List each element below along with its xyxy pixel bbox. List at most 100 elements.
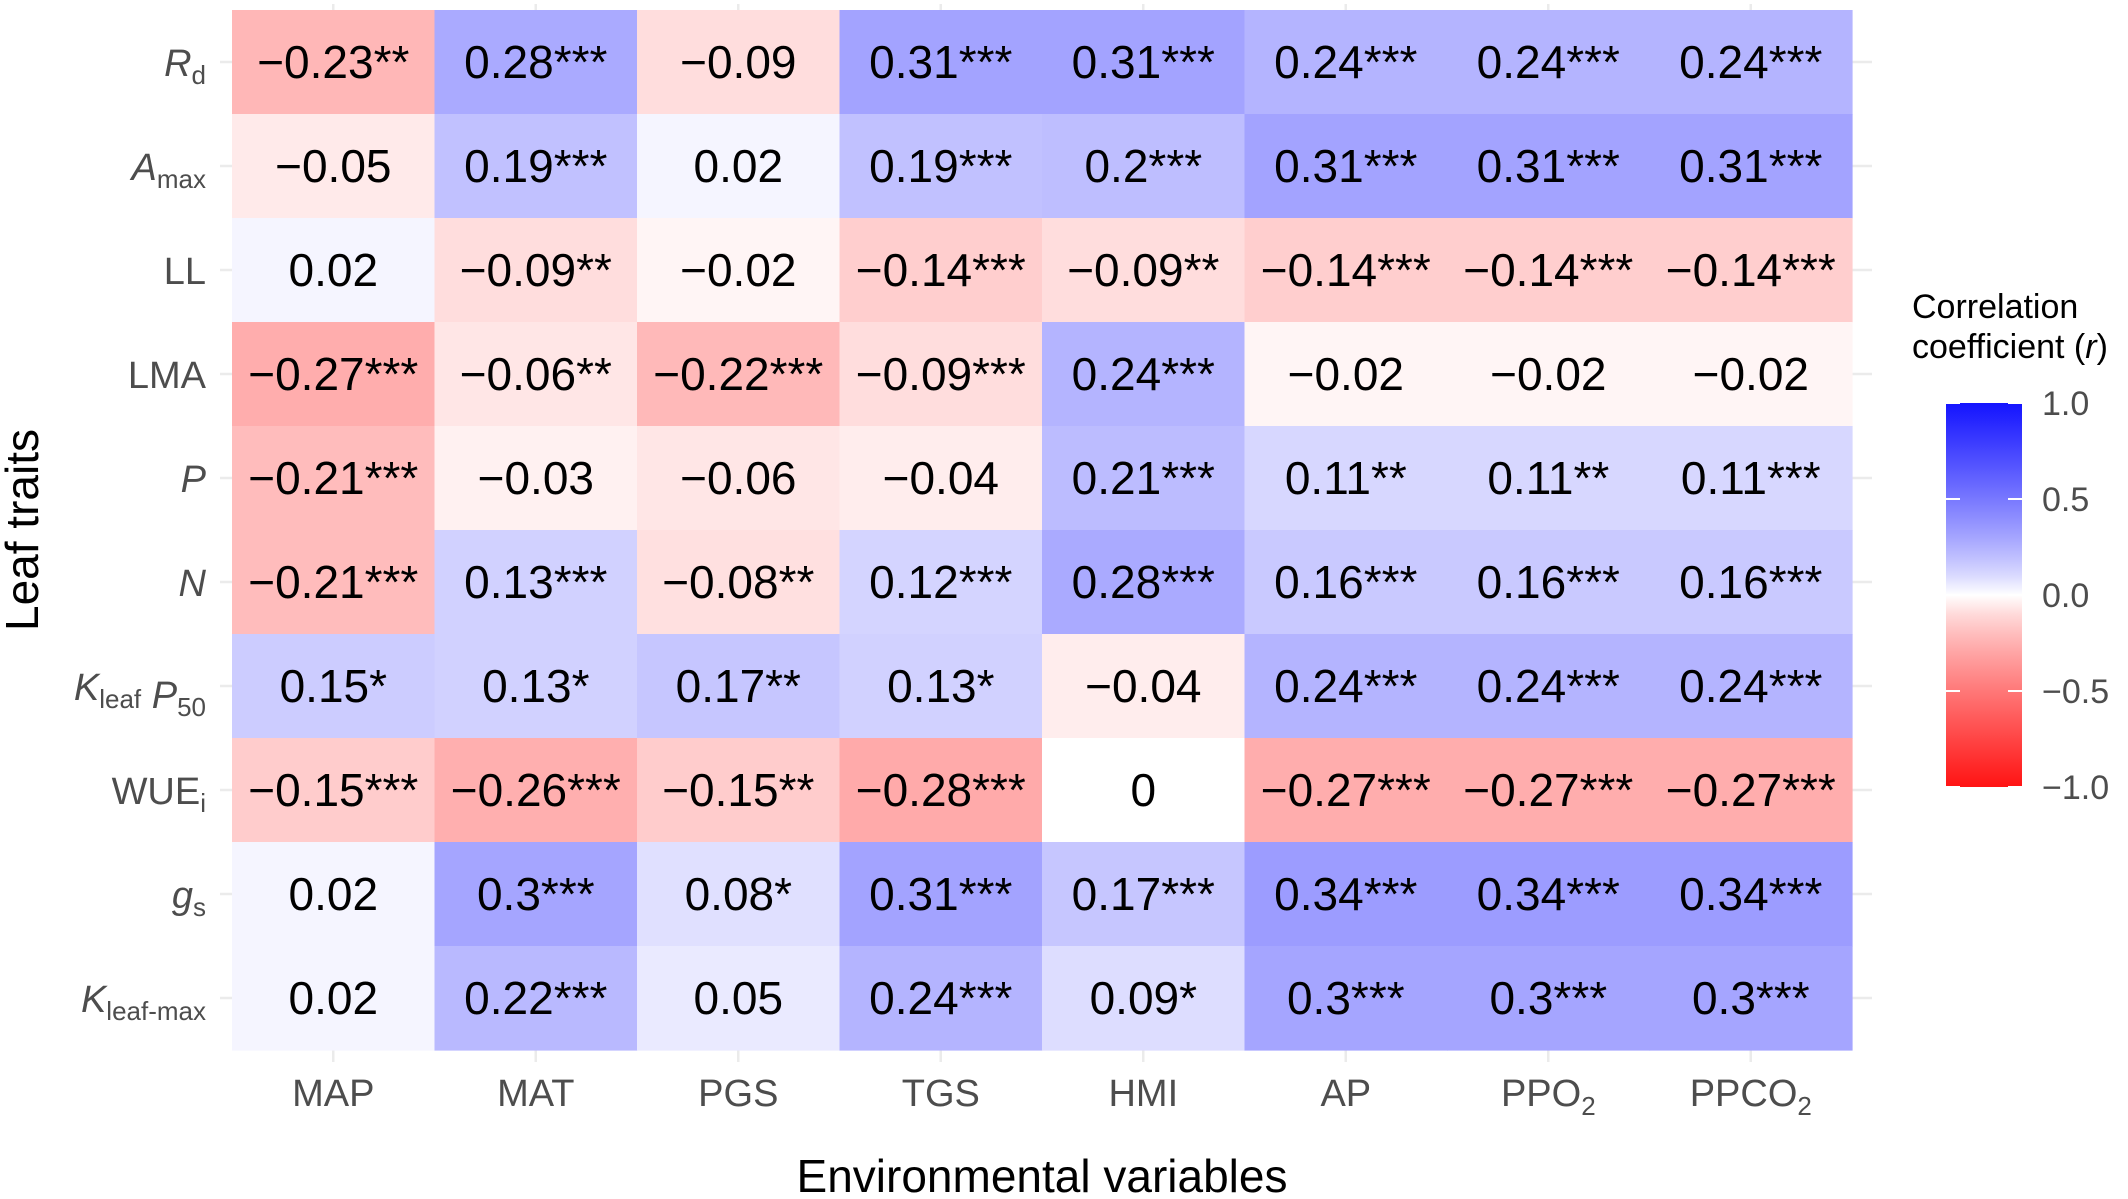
heatmap-cell bbox=[232, 426, 436, 531]
cell-label: −0.14*** bbox=[1463, 244, 1633, 296]
heatmap-cell bbox=[839, 738, 1043, 843]
cell-label: −0.14*** bbox=[1666, 244, 1836, 296]
heatmap-cell bbox=[1649, 842, 1853, 947]
legend-tick-label: 0.0 bbox=[2042, 577, 2089, 615]
row-label-part: leaf-max bbox=[106, 996, 206, 1026]
cell-label: 0.31*** bbox=[1679, 140, 1822, 192]
heatmap-cell bbox=[1649, 530, 1853, 635]
cell-label: 0.31*** bbox=[1477, 140, 1620, 192]
row-label-part: s bbox=[193, 892, 206, 922]
cell-label: 0.24*** bbox=[1274, 36, 1417, 88]
column-labels: MAP MAT PGS TGS HMI AP PPO2 PPCO2 bbox=[292, 1073, 1812, 1121]
row-label-part: LMA bbox=[128, 355, 207, 397]
cell-label: 0.19*** bbox=[869, 140, 1012, 192]
cell-label: −0.02 bbox=[1490, 348, 1606, 400]
cell-label: 0.24*** bbox=[1477, 660, 1620, 712]
cell-label: 0 bbox=[1131, 764, 1157, 816]
cell-label: −0.21*** bbox=[248, 556, 418, 608]
heatmap-cell bbox=[839, 10, 1043, 115]
row-label: LMA bbox=[128, 355, 207, 397]
heatmap-cell bbox=[1244, 322, 1448, 427]
row-label: WUEi bbox=[112, 771, 206, 818]
heatmap-cell bbox=[1649, 322, 1853, 427]
heatmap-cell bbox=[839, 634, 1043, 739]
heatmap-cell bbox=[1649, 218, 1853, 323]
row-label-part: 50 bbox=[177, 692, 206, 722]
row-label-part: N bbox=[179, 563, 207, 605]
row-label-part: d bbox=[192, 60, 206, 90]
cell-label: 0.24*** bbox=[1072, 348, 1215, 400]
row-label-part: max bbox=[157, 164, 206, 194]
heatmap-cell bbox=[1042, 530, 1246, 635]
cell-label: 0.24*** bbox=[869, 972, 1012, 1024]
cell-label: −0.09** bbox=[1067, 244, 1219, 296]
heatmap-cell bbox=[637, 10, 841, 115]
heatmap-cell bbox=[637, 738, 841, 843]
cell-label: −0.04 bbox=[883, 452, 999, 504]
cell-label: 0.02 bbox=[289, 972, 379, 1024]
cell-label: −0.02 bbox=[1288, 348, 1404, 400]
cell-label: 0.13* bbox=[482, 660, 590, 712]
legend-tick-label: 0.5 bbox=[2042, 481, 2089, 519]
heatmap-cell bbox=[1649, 10, 1853, 115]
heatmap-cell bbox=[232, 842, 436, 947]
legend-title-var: r bbox=[2085, 328, 2098, 366]
cell-label: −0.08** bbox=[662, 556, 814, 608]
cell-label: 0.17*** bbox=[1072, 868, 1215, 920]
column-label: MAT bbox=[497, 1073, 574, 1115]
heatmap-cell bbox=[1649, 114, 1853, 219]
heatmap-cell bbox=[839, 114, 1043, 219]
cell-label: 0.31*** bbox=[869, 36, 1012, 88]
row-label: N bbox=[179, 563, 207, 605]
row-label-part: K bbox=[74, 667, 101, 709]
cell-label: −0.02 bbox=[680, 244, 796, 296]
heatmap-cell bbox=[1649, 634, 1853, 739]
heatmap-cell bbox=[1447, 218, 1651, 323]
column-label: PPCO2 bbox=[1690, 1073, 1812, 1121]
heatmap-cell bbox=[1447, 634, 1651, 739]
heatmap-cell bbox=[637, 426, 841, 531]
cell-label: −0.14*** bbox=[1261, 244, 1431, 296]
row-label-part: P bbox=[152, 675, 178, 717]
cell-label: −0.03 bbox=[478, 452, 594, 504]
row-label-part: K bbox=[81, 979, 108, 1021]
cell-label: −0.14*** bbox=[856, 244, 1026, 296]
heatmap-cell bbox=[839, 218, 1043, 323]
heatmap-cell bbox=[637, 530, 841, 635]
legend-title-prefix: coefficient ( bbox=[1912, 328, 2086, 366]
heatmap-cell bbox=[1447, 842, 1651, 947]
heatmap-cell bbox=[434, 10, 638, 115]
column-label-text: MAT bbox=[497, 1073, 574, 1115]
cell-label: 0.05 bbox=[694, 972, 784, 1024]
row-label: Kleaf-max bbox=[81, 979, 206, 1026]
cell-label: 0.16*** bbox=[1477, 556, 1620, 608]
cell-label: −0.27*** bbox=[248, 348, 418, 400]
row-label-part: g bbox=[172, 875, 193, 917]
cell-label: 0.17** bbox=[676, 660, 801, 712]
cell-labels: −0.23** 0.28*** −0.09 0.31*** 0.31*** 0.24***… bbox=[248, 36, 1836, 1024]
cell-label: 0.11** bbox=[1285, 452, 1407, 504]
heatmap-cell bbox=[1244, 114, 1448, 219]
heatmap-cell bbox=[637, 322, 841, 427]
legend-ticks: 1.0 0.5 0.0 −0.5 −1.0 bbox=[1946, 385, 2109, 807]
heatmap-cells bbox=[232, 10, 1853, 1051]
heatmap-cell bbox=[1042, 426, 1246, 531]
heatmap-cell bbox=[1042, 10, 1246, 115]
row-label-part: i bbox=[200, 788, 206, 818]
row-label-part: LL bbox=[164, 251, 206, 293]
cell-label: 0.13* bbox=[887, 660, 995, 712]
heatmap-cell bbox=[1042, 738, 1246, 843]
cell-label: −0.23** bbox=[257, 36, 409, 88]
legend-title-line2: coefficient (r) bbox=[1912, 328, 2108, 366]
column-label-text: MAP bbox=[292, 1073, 374, 1115]
cell-label: 0.28*** bbox=[464, 36, 607, 88]
heatmap-cell bbox=[637, 218, 841, 323]
heatmap-cell bbox=[232, 322, 436, 427]
heatmap-cell bbox=[1447, 322, 1651, 427]
cell-label: −0.02 bbox=[1693, 348, 1809, 400]
legend-tick-label: −0.5 bbox=[2042, 673, 2109, 711]
heatmap-cell bbox=[637, 634, 841, 739]
cell-label: −0.05 bbox=[275, 140, 391, 192]
heatmap-cell bbox=[1447, 114, 1651, 219]
column-label: PGS bbox=[698, 1073, 778, 1115]
